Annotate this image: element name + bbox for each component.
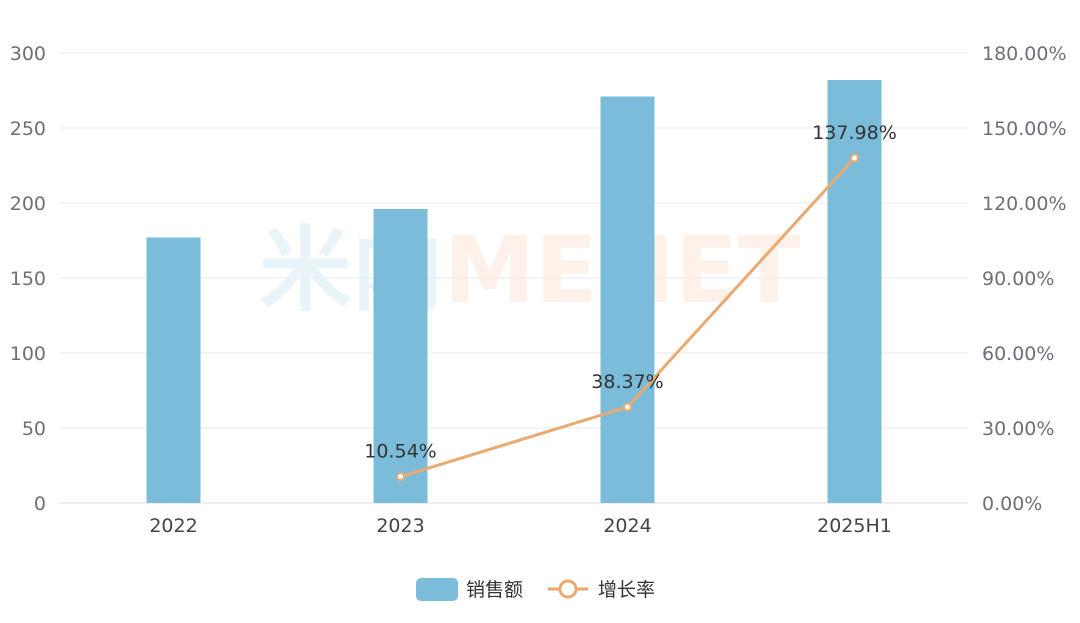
bar-2022 (146, 237, 201, 503)
growth-point-2023 (396, 472, 405, 482)
right-tick-label: 0.00% (982, 493, 1042, 515)
data-labels: 10.54% 38.37% 137.98% (364, 122, 897, 463)
growth-point-2025h1 (850, 153, 859, 163)
bar-series (146, 80, 882, 503)
line-series (396, 153, 859, 482)
left-tick-label: 200 (10, 193, 46, 215)
legend-marker-growth (558, 579, 578, 599)
left-tick-label: 250 (10, 118, 46, 140)
bar-2024 (600, 96, 655, 503)
legend-label-sales: 销售额 (466, 579, 523, 601)
right-y-axis: 0.00% 30.00% 60.00% 90.00% 120.00% 150.00% 180… (982, 43, 1067, 515)
right-tick-label: 150.00% (982, 118, 1067, 140)
left-tick-label: 150 (10, 268, 46, 290)
left-tick-label: 300 (10, 43, 46, 65)
x-axis: 2022 2023 2024 2025H1 (149, 515, 892, 537)
right-tick-label: 30.00% (982, 418, 1054, 440)
left-tick-label: 50 (22, 418, 46, 440)
legend-label-growth: 增长率 (598, 579, 655, 601)
left-y-axis: 0 50 100 150 200 250 300 (10, 43, 46, 515)
growth-label-2025h1: 137.98% (812, 122, 897, 144)
right-tick-label: 180.00% (982, 43, 1067, 65)
left-tick-label: 100 (10, 343, 46, 365)
legend: 销售额 增长率 (416, 578, 655, 601)
growth-label-2024: 38.37% (591, 371, 663, 393)
right-tick-label: 120.00% (982, 193, 1067, 215)
right-tick-label: 90.00% (982, 268, 1054, 290)
growth-label-2023: 10.54% (364, 441, 436, 463)
right-tick-label: 60.00% (982, 343, 1054, 365)
growth-point-2024 (623, 402, 632, 412)
left-tick-label: 0 (34, 493, 46, 515)
bar-2023 (373, 209, 428, 503)
x-tick-label: 2023 (376, 515, 424, 537)
legend-swatch-sales (416, 578, 458, 601)
bar-2025h1 (827, 80, 882, 503)
gridlines (60, 52, 968, 504)
x-tick-label: 2022 (149, 515, 197, 537)
x-tick-label: 2024 (603, 515, 651, 537)
x-tick-label: 2025H1 (817, 515, 892, 537)
